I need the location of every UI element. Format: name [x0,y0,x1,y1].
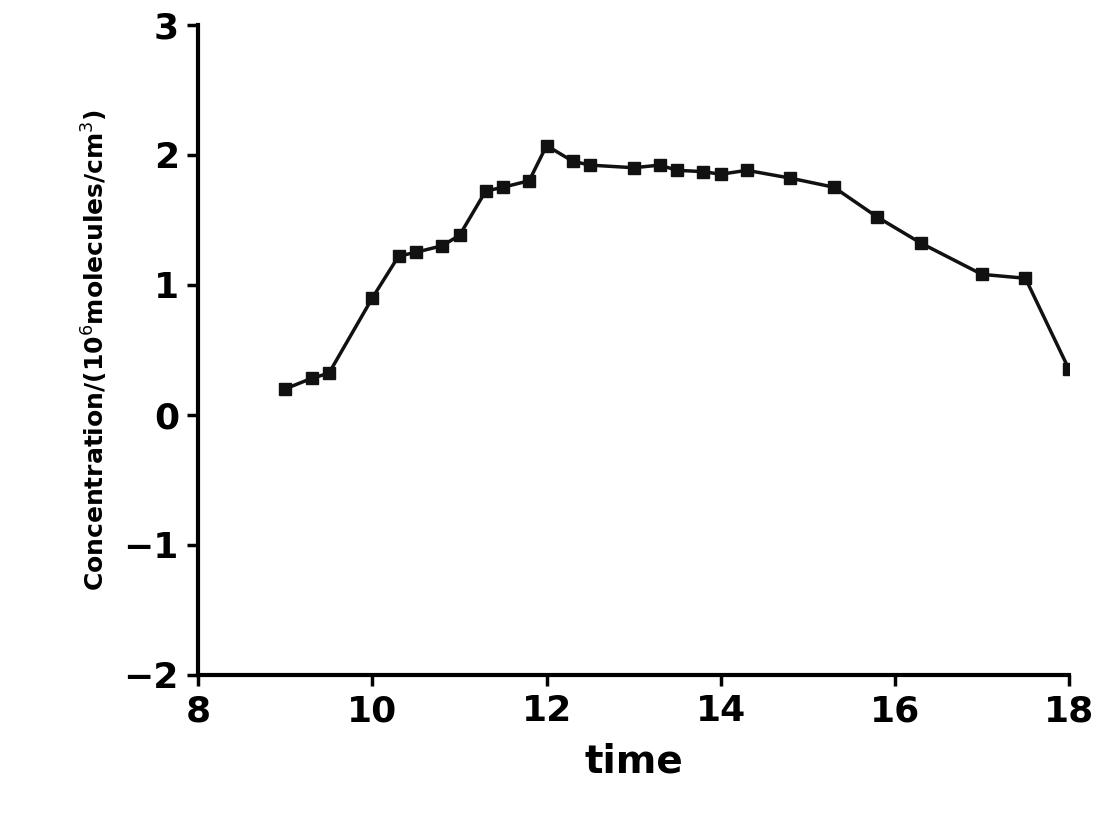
Y-axis label: Concentration/(10$^6$molecules/cm$^3$): Concentration/(10$^6$molecules/cm$^3$) [79,109,110,591]
X-axis label: time: time [584,742,683,780]
